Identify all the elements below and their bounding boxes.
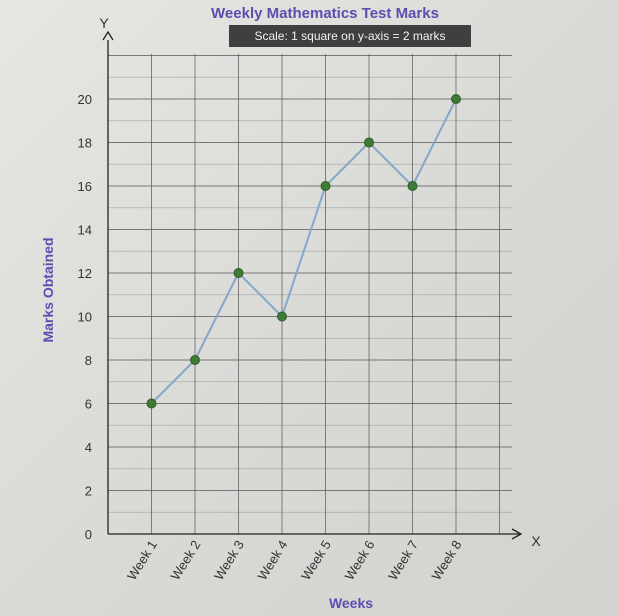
x-tick-labels: Week 1 Week 2 Week 3 Week 4 Week 5 Week 6 Week… [124,538,464,583]
data-point [320,181,331,191]
chart-title: Weekly Mathematics Test Marks [211,5,439,22]
y-axis-letter: Y [99,15,109,31]
y-tick-label: 12 [78,266,92,281]
x-tick-label: Week 2 [168,538,204,583]
x-tick-label: Week 8 [429,538,465,583]
scale-note: Scale: 1 square on y-axis = 2 marks [254,29,445,43]
series-line [150,98,457,405]
y-tick-label: 10 [78,310,92,325]
axes: Y X [99,15,541,549]
y-tick-label: 0 [85,527,92,542]
x-tick-label: Week 4 [255,538,291,583]
y-tick-labels: 0 2 4 6 8 10 12 14 16 18 20 [78,92,92,542]
data-point [364,137,374,148]
data-point [451,94,461,104]
x-tick-label: Week 5 [298,538,334,583]
x-tick-label: Week 3 [211,538,247,583]
y-tick-label: 18 [78,136,92,151]
grid [108,54,512,535]
y-tick-label: 16 [78,179,92,194]
data-point [233,268,244,278]
series [146,94,461,409]
y-axis-title: Marks Obtained [40,237,56,342]
y-tick-label: 20 [78,92,92,107]
x-tick-label: Week 7 [385,538,421,583]
x-tick-label: Week 6 [342,538,378,583]
data-point [190,355,200,365]
y-tick-label: 8 [85,353,92,368]
data-point [407,181,418,191]
x-axis-letter: X [531,533,541,549]
data-point [277,311,287,322]
y-axis-arrow [102,30,114,41]
y-tick-label: 6 [85,397,92,412]
y-tick-label: 2 [85,484,92,499]
x-axis-arrow [511,528,523,540]
y-tick-label: 4 [85,440,92,455]
y-tick-label: 14 [78,223,92,238]
x-axis-title: Weeks [329,595,373,611]
x-tick-label: Week 1 [124,538,160,583]
data-point [146,398,157,409]
scale-note-box [229,25,471,47]
